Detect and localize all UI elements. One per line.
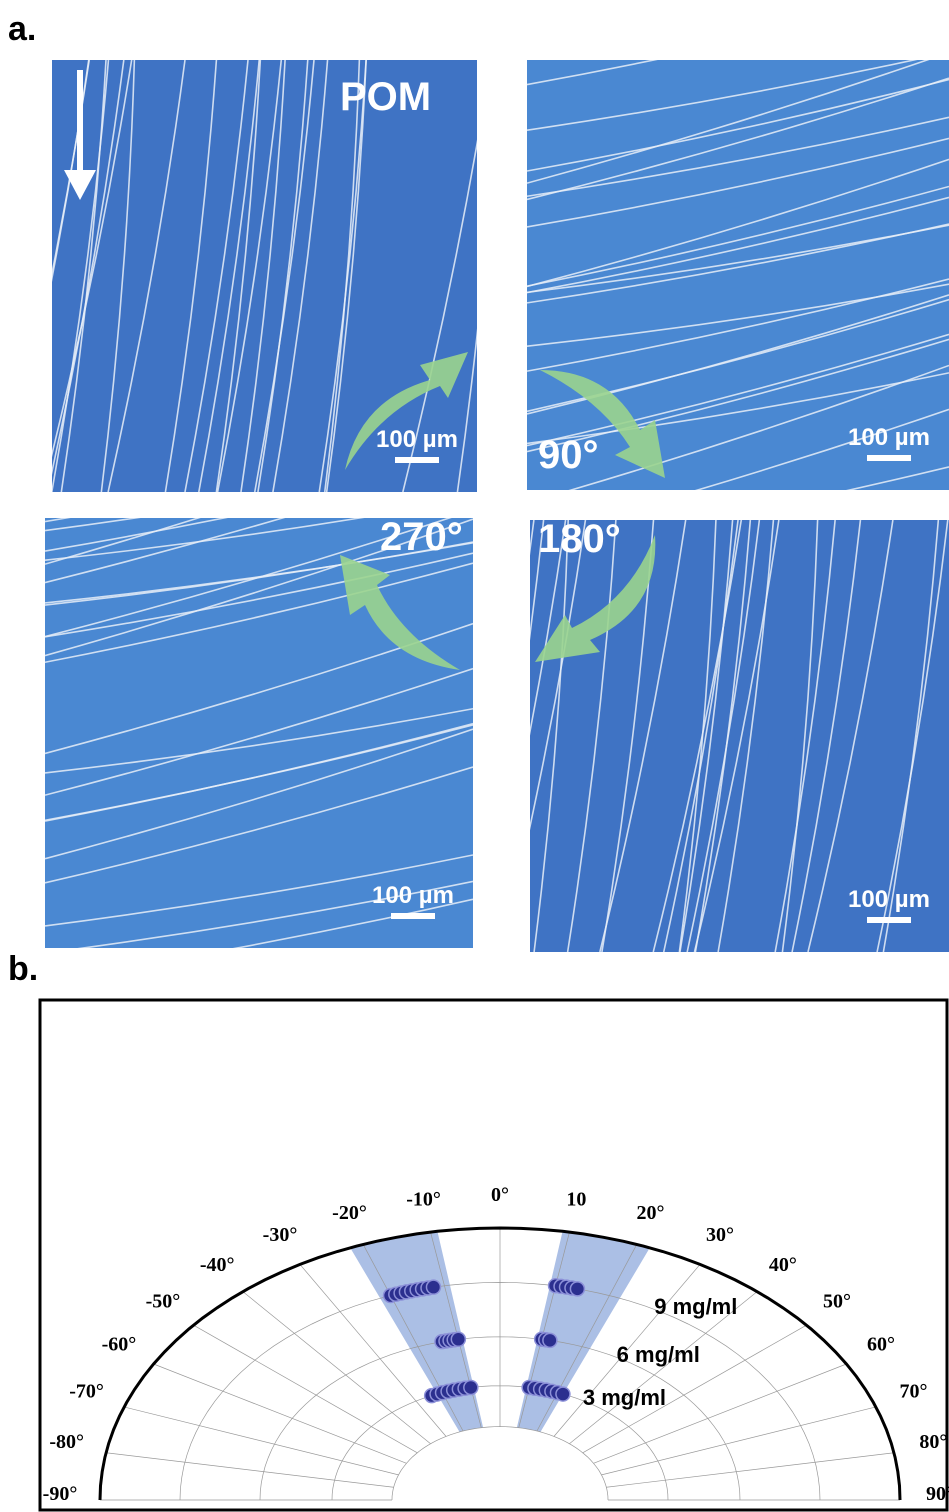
angle-tick-label: -40° — [200, 1254, 235, 1276]
image-label: 180° — [538, 517, 621, 561]
grid-line — [124, 1407, 398, 1475]
scale-bar-label: 100 µm — [372, 882, 454, 909]
scale-bar-label: 100 µm — [848, 886, 930, 913]
angle-tick-label: -60° — [102, 1333, 137, 1355]
scale-bar-label: 100 µm — [848, 424, 930, 451]
scale-bar — [867, 917, 911, 923]
angle-tick-label: -90° — [43, 1483, 78, 1505]
data-point — [556, 1387, 570, 1401]
data-point — [464, 1380, 478, 1394]
grid-line — [106, 1453, 394, 1487]
angle-tick-label: 50° — [823, 1291, 851, 1313]
grid-line — [606, 1453, 894, 1487]
grid-line — [154, 1364, 407, 1463]
angle-tick-label: 80° — [919, 1431, 947, 1453]
angle-tick-label: 20° — [636, 1202, 664, 1224]
data-point — [426, 1280, 440, 1294]
image-label: 270° — [380, 515, 463, 559]
angle-tick-label: -20° — [332, 1202, 367, 1224]
angle-tick-label: 90° — [926, 1483, 949, 1505]
panel-label: b. — [8, 950, 38, 988]
scale-bar — [391, 913, 435, 919]
series-label: 9 mg/ml — [654, 1294, 737, 1319]
panel-frame — [40, 1000, 947, 1510]
figure: a. b. POM 100 µm 90° 100 µm 270° 100 µm 180° 10… — [0, 0, 949, 1512]
scale-bar — [395, 457, 439, 463]
angle-tick-label: -80° — [49, 1431, 84, 1453]
angle-tick-label: -50° — [146, 1291, 181, 1313]
angle-tick-label: -10° — [406, 1188, 441, 1210]
angle-tick-label: -70° — [69, 1381, 104, 1403]
grid-line — [601, 1407, 875, 1475]
panel-label: a. — [8, 10, 36, 48]
image-label: 90° — [538, 433, 599, 477]
angle-tick-label: 10 — [566, 1188, 586, 1210]
angle-tick-label: -30° — [263, 1224, 298, 1246]
data-point — [570, 1282, 584, 1296]
scale-bar — [867, 455, 911, 461]
series-label: 3 mg/ml — [583, 1385, 666, 1410]
page: a. b. POM 100 µm 90° 100 µm 270° 100 µm 180° 10… — [0, 0, 949, 1512]
scale-bar-label: 100 µm — [376, 426, 458, 453]
grid-line — [194, 1325, 418, 1453]
data-point — [543, 1333, 557, 1347]
grid-line — [594, 1364, 847, 1463]
grid-ring — [392, 1427, 608, 1500]
image-label: POM — [340, 75, 431, 119]
data-point — [451, 1332, 465, 1346]
angle-tick-label: 0° — [491, 1184, 509, 1206]
angle-tick-label: 30° — [706, 1224, 734, 1246]
angle-tick-label: 60° — [867, 1333, 895, 1355]
angle-tick-label: 70° — [899, 1381, 927, 1403]
angle-tick-label: 40° — [769, 1254, 797, 1276]
series-label: 6 mg/ml — [617, 1342, 700, 1367]
